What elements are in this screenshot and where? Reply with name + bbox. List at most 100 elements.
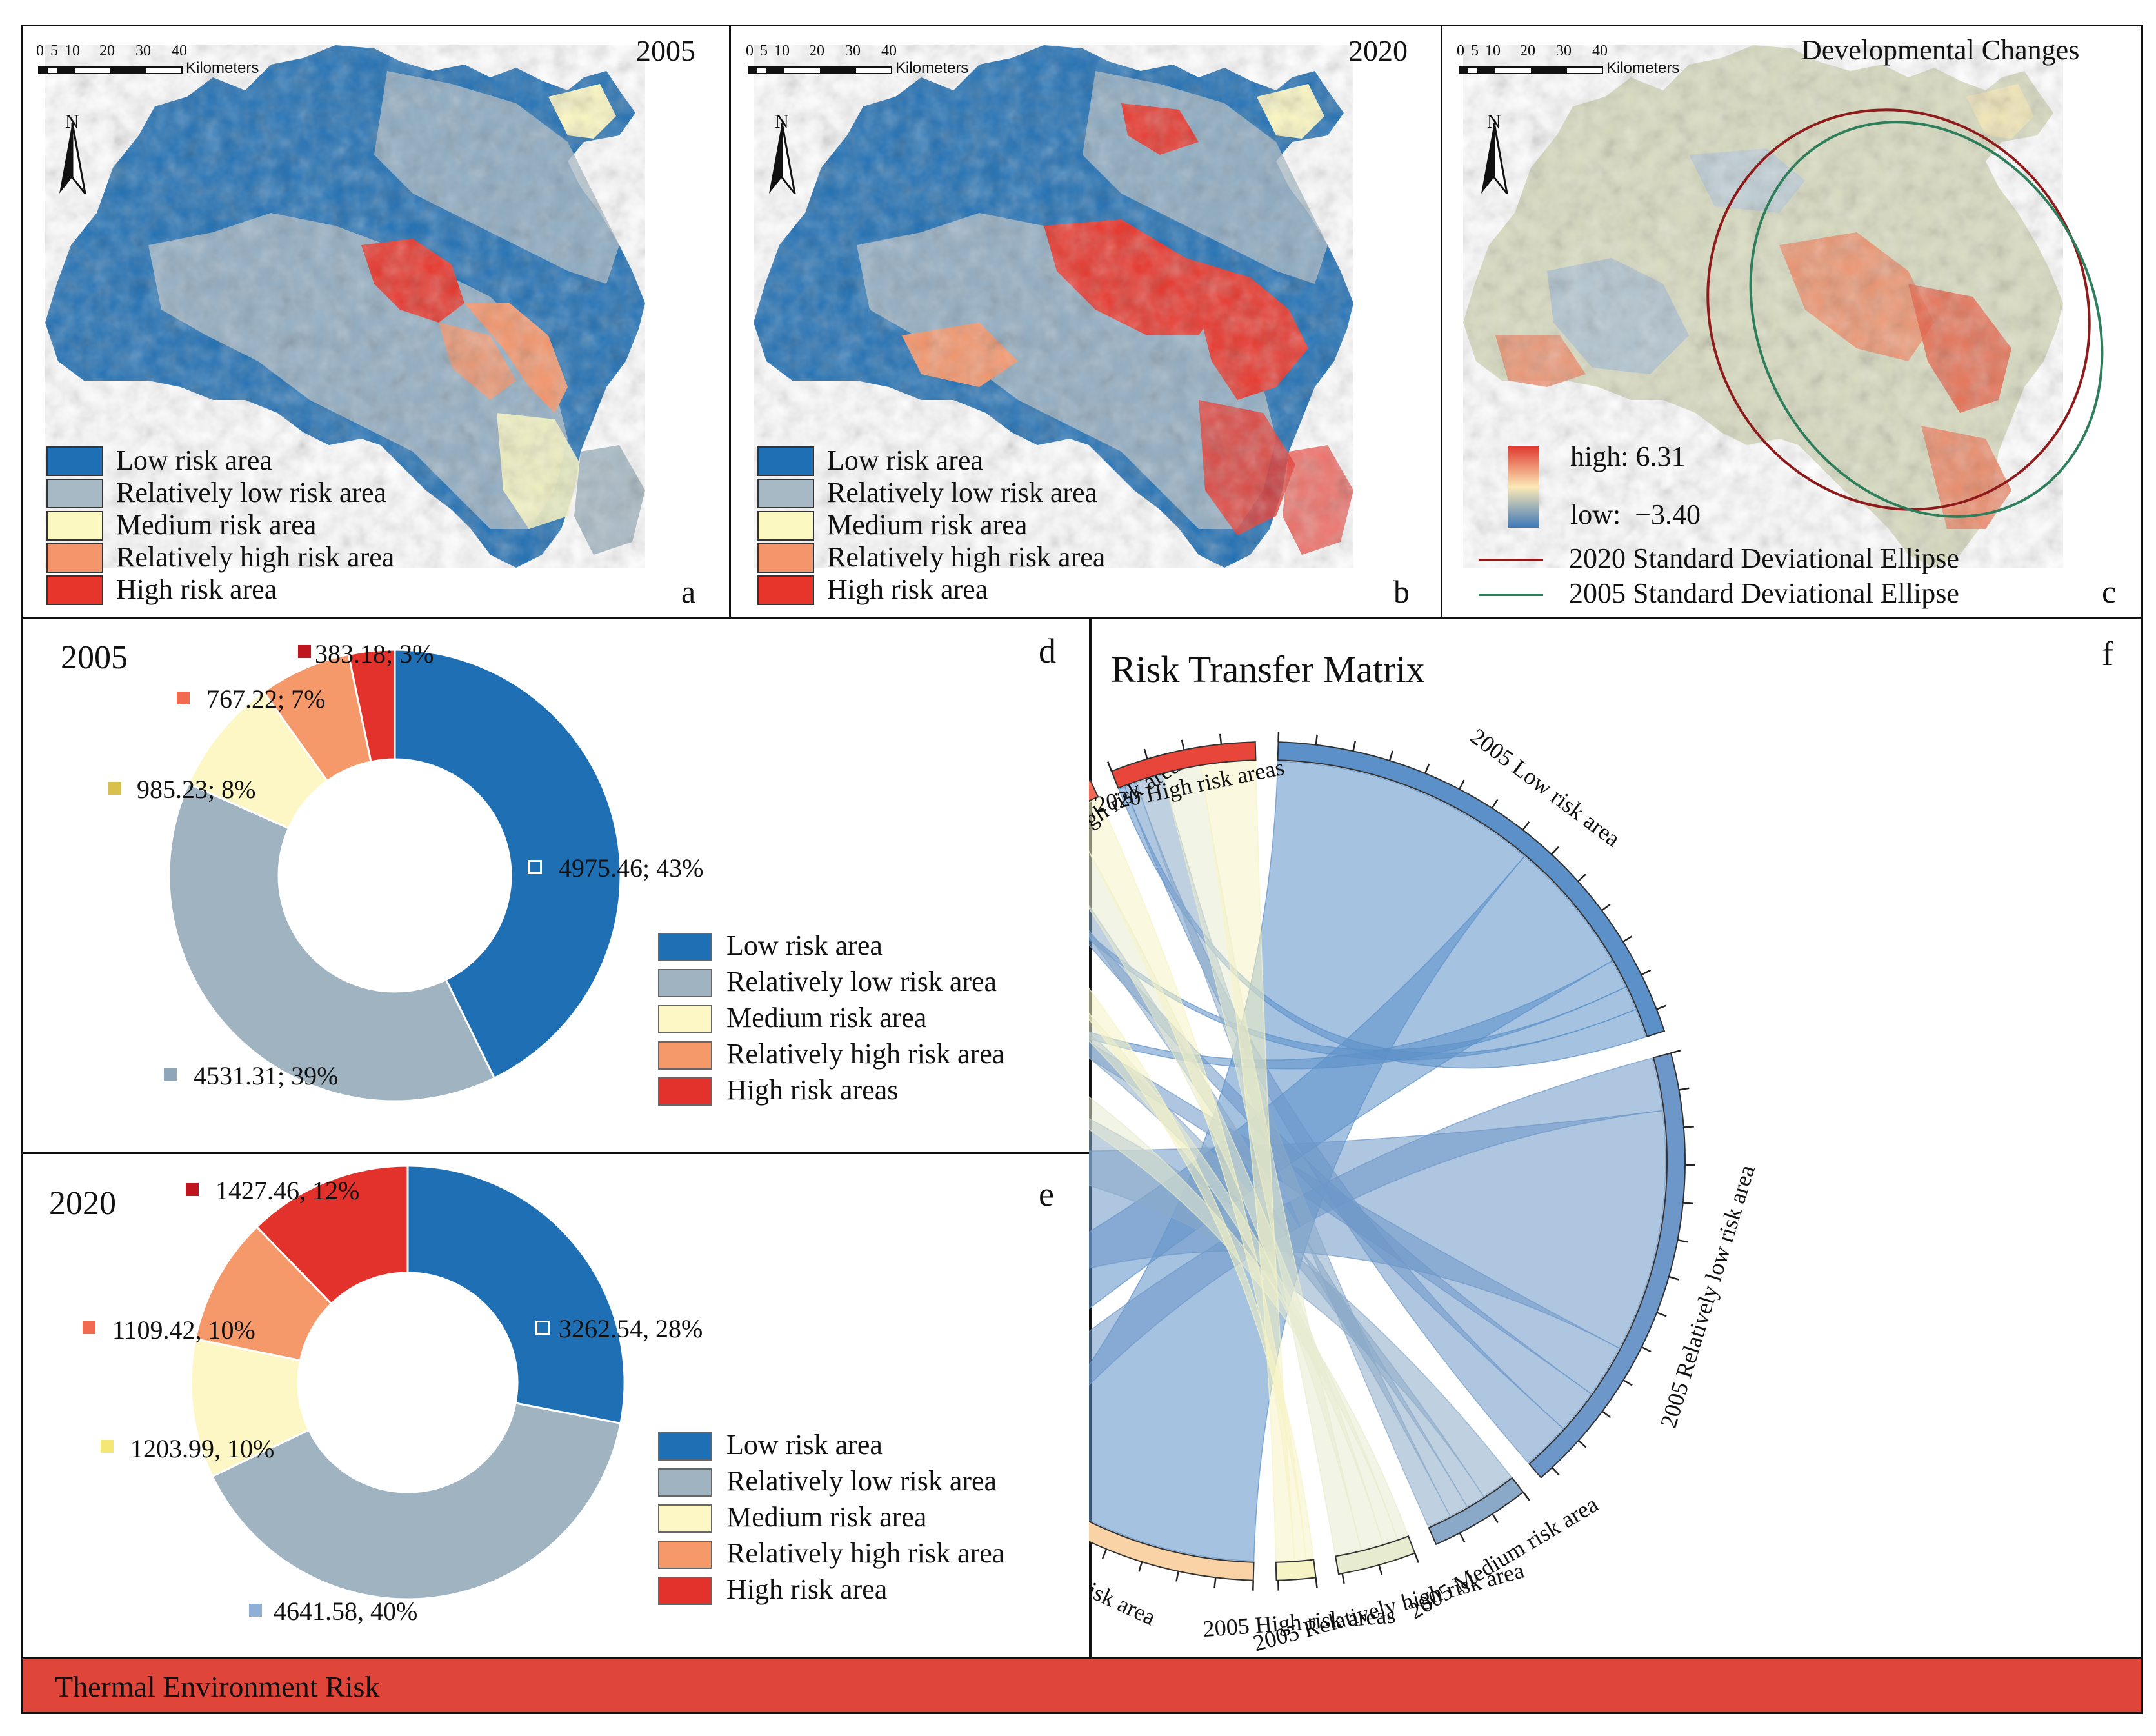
map-b-year: 2020 [1348, 34, 1408, 67]
legend-label: Medium risk area [726, 1501, 927, 1533]
donut-e-title: 2020 [49, 1185, 116, 1222]
scale-bar-b [748, 66, 892, 74]
chord-tick [1138, 1561, 1143, 1572]
colorbar-high-label: high: 6.31 [1570, 441, 1686, 472]
chord-tick [1677, 1239, 1688, 1243]
label-marker [535, 1321, 550, 1335]
chord-tick [1641, 1346, 1652, 1353]
chord-tick [1378, 1564, 1383, 1575]
map-a-legend: Low risk area Relatively low risk area M… [46, 444, 498, 612]
legend-swatch [658, 933, 712, 961]
chord-tick [1492, 1513, 1499, 1523]
chord-tick [1601, 903, 1611, 912]
scale-tick: 40 [881, 43, 897, 59]
chord-tick [1424, 763, 1430, 774]
data-label: 1203.99, 10% [130, 1434, 275, 1463]
legend-swatch [46, 575, 103, 605]
legend-label: High risk area [726, 1573, 888, 1605]
legend-swatch [757, 446, 814, 476]
donut-slice [347, 648, 396, 763]
chord-tick [1175, 1571, 1179, 1582]
scale-bar-a [38, 66, 183, 74]
data-label: 4531.31; 39% [194, 1061, 339, 1090]
legend-label: High risk area [827, 574, 988, 605]
colorbar-c [1508, 446, 1539, 528]
donuts-svg [168, 648, 626, 1601]
legend-label: Medium risk area [827, 509, 1028, 541]
legend-swatch [658, 1468, 712, 1497]
chord-tick [1107, 761, 1113, 772]
legend-label: Relatively low risk area [116, 477, 387, 508]
chord-tick [1656, 1004, 1667, 1010]
north-arrow-b [769, 122, 796, 194]
north-label-a: N [65, 111, 79, 132]
chord-tick [1622, 935, 1633, 943]
legend-swatch [658, 1577, 712, 1605]
chord-segment-arc [1110, 741, 1257, 789]
donut-d-legend: Low risk area Relatively low risk area M… [658, 929, 1084, 1122]
chord-tick [1491, 799, 1499, 809]
chord-tick [1601, 1410, 1612, 1419]
legend-label: Medium risk area [726, 1002, 927, 1033]
chord-tick [1641, 969, 1652, 976]
map-b [754, 45, 1353, 568]
legend-swatch [658, 969, 712, 997]
legend-swatch [757, 575, 814, 605]
label-marker [186, 1183, 199, 1196]
ellipse-2005 [1749, 121, 2104, 518]
data-label: 985.23; 8% [137, 775, 256, 804]
scale-tick: 5 [50, 43, 58, 59]
legend-swatch [757, 543, 814, 573]
legend-swatch [46, 446, 103, 476]
chord-tick [1459, 1532, 1466, 1542]
donut-d-title: 2005 [61, 639, 128, 676]
legend-label: High risk areas [726, 1074, 899, 1106]
chord-tick [1577, 873, 1586, 883]
scale-tick: 10 [774, 43, 790, 59]
legend-swatch [46, 543, 103, 573]
scale-ticks-a: 0 5 10 20 30 40 [36, 43, 204, 62]
scale-unit-c: Kilometers [1606, 59, 1680, 77]
ellipse-2020 [1706, 108, 2091, 511]
chord-tick [1143, 748, 1148, 759]
colorbar-low-label: low: −3.40 [1570, 499, 1701, 530]
chord-segment-arc [1089, 779, 1099, 802]
map-b-legend: Low risk area Relatively low risk area M… [757, 444, 1209, 612]
chord-segment-arc [1089, 1521, 1255, 1581]
donut-slice [406, 1164, 626, 1425]
data-label: 767.22; 7% [206, 684, 326, 713]
legend-label: Low risk area [726, 930, 883, 961]
chord-tick [1315, 1577, 1318, 1588]
panel-letter-a: a [681, 574, 696, 610]
ellipse-legend-2005: 2005 Standard Deviational Ellipse [1569, 577, 1959, 609]
panel-letter-f: f [2102, 634, 2113, 673]
chord-tick [1181, 739, 1185, 750]
north-arrow-a [59, 122, 86, 194]
chord-segment-arc [1334, 1535, 1416, 1575]
map-a [45, 45, 645, 568]
legend-swatch [46, 479, 103, 508]
legend-label: Low risk area [726, 1429, 883, 1461]
donut-slice [168, 782, 496, 1102]
chord-tick [1388, 750, 1394, 761]
legend-label: Relatively high risk area [827, 541, 1106, 573]
chord-ribbon [1124, 782, 1564, 1464]
donut-slice [394, 648, 622, 1080]
scale-bar-c [1459, 66, 1603, 74]
scale-ticks-c: 0 5 10 20 30 40 [1457, 43, 1624, 62]
legend-swatch [658, 1432, 712, 1461]
map-a-year: 2005 [636, 34, 695, 67]
banner-text: Thermal Environment Risk [55, 1670, 380, 1703]
legend-swatch [658, 1077, 712, 1106]
north-arrow-c [1481, 122, 1508, 194]
legend-swatch [658, 1541, 712, 1569]
legend-label: Relatively low risk area [726, 966, 997, 997]
chord-tick [1459, 779, 1465, 790]
scale-tick: 10 [65, 43, 80, 59]
scale-tick: 30 [135, 43, 151, 59]
chord-tick [1668, 1275, 1679, 1281]
label-marker [83, 1321, 95, 1334]
chord-tick [1522, 1492, 1530, 1501]
chord-tick [1679, 1087, 1690, 1091]
